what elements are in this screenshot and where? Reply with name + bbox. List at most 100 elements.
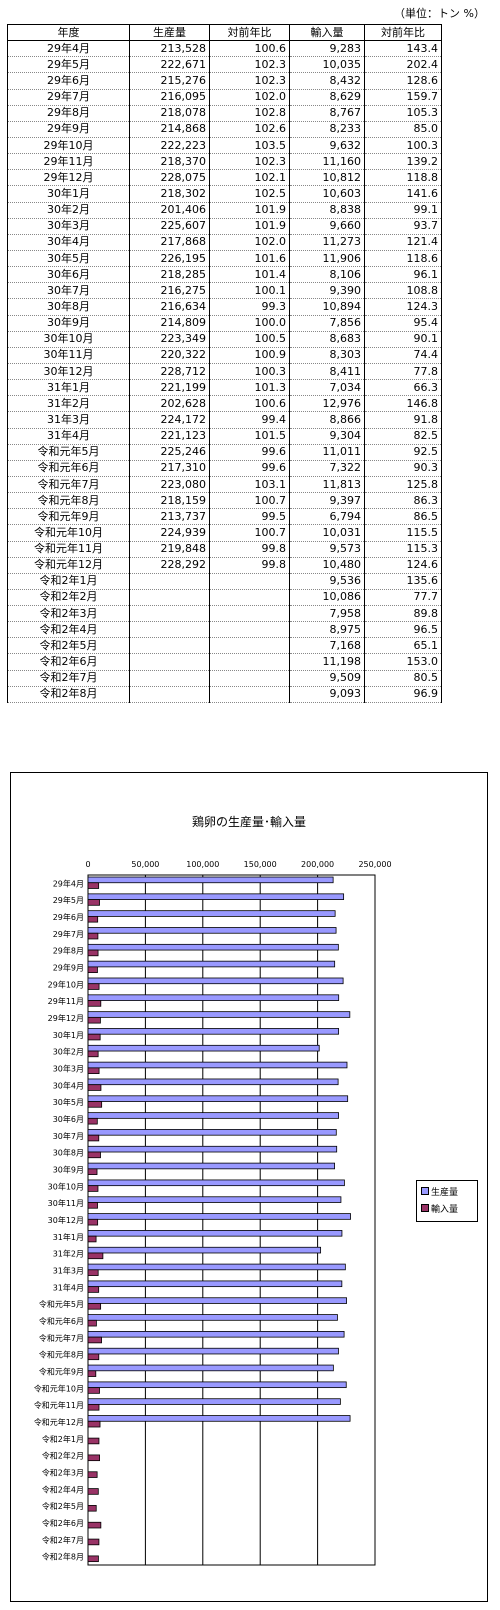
table-row: 30年3月 225,607 101.9 9,660 93.7 bbox=[7, 217, 442, 235]
cell-imports: 9,304 bbox=[289, 427, 365, 445]
cell-period: 令和2年8月 bbox=[7, 685, 130, 703]
cell-imports-yoy: 96.5 bbox=[364, 621, 442, 639]
cell-imports-yoy: 95.4 bbox=[364, 314, 442, 332]
bar-imports bbox=[87, 1521, 102, 1529]
bar-production bbox=[87, 1246, 322, 1254]
cell-production-yoy: 101.9 bbox=[209, 201, 290, 219]
cell-production-yoy: 100.1 bbox=[209, 282, 290, 300]
cell-production-yoy: 100.6 bbox=[209, 40, 290, 58]
cell-imports-yoy: 124.3 bbox=[364, 298, 442, 316]
x-tick-label: 250,000 bbox=[358, 860, 391, 869]
cell-production: 217,868 bbox=[129, 233, 210, 251]
cell-production: 228,075 bbox=[129, 169, 210, 187]
cell-imports-yoy: 85.0 bbox=[364, 120, 442, 138]
cell-imports-yoy: 90.1 bbox=[364, 330, 442, 348]
bar-imports bbox=[87, 1202, 98, 1209]
cell-imports: 9,660 bbox=[289, 217, 365, 235]
cell-production-yoy: 103.5 bbox=[209, 136, 290, 155]
cell-period: 令和元年8月 bbox=[7, 492, 130, 510]
cell-imports-yoy: 146.8 bbox=[364, 395, 442, 413]
y-tick-label: 30年4月 bbox=[53, 1080, 84, 1090]
table-row: 令和2年4月 8,975 96.5 bbox=[7, 621, 442, 639]
bar-production bbox=[87, 1213, 351, 1220]
cell-production-yoy: 102.5 bbox=[209, 185, 290, 203]
cell-imports-yoy: 82.5 bbox=[364, 427, 442, 445]
cell-period: 29年5月 bbox=[7, 56, 130, 74]
cell-production-yoy: 99.6 bbox=[209, 443, 290, 461]
cell-imports-yoy: 153.0 bbox=[364, 653, 442, 671]
cell-imports: 7,856 bbox=[289, 314, 365, 332]
legend-swatch-imports bbox=[421, 1204, 429, 1212]
table-row: 29年12月 228,075 102.1 10,812 118.8 bbox=[7, 169, 442, 187]
cell-period: 31年2月 bbox=[7, 395, 130, 413]
bar-imports bbox=[87, 1218, 99, 1226]
bar-imports bbox=[87, 1319, 97, 1327]
y-tick-label: 30年7月 bbox=[53, 1131, 84, 1141]
cell-production-yoy bbox=[209, 637, 290, 655]
bar-production bbox=[87, 1011, 351, 1018]
cell-period: 令和元年12月 bbox=[7, 556, 130, 574]
table-row: 令和元年11月 219,848 99.8 9,573 115.3 bbox=[7, 540, 442, 558]
cell-imports-yoy: 93.7 bbox=[364, 217, 442, 235]
cell-production: 218,078 bbox=[129, 104, 210, 122]
cell-production-yoy: 100.0 bbox=[209, 314, 290, 332]
table-row: 29年10月 222,223 103.5 9,632 100.3 bbox=[7, 136, 442, 155]
table-row: 29年9月 214,868 102.6 8,233 85.0 bbox=[7, 120, 442, 138]
table-row: 29年4月 213,528 100.6 9,283 143.4 bbox=[7, 40, 442, 58]
cell-imports: 10,812 bbox=[289, 169, 365, 187]
table-row: 30年5月 226,195 101.6 11,906 118.6 bbox=[7, 249, 442, 268]
y-tick-label: 29年5月 bbox=[53, 895, 84, 905]
cell-imports: 11,906 bbox=[289, 249, 365, 268]
bar-imports bbox=[87, 1101, 103, 1108]
bar-imports bbox=[87, 1117, 98, 1125]
cell-production-yoy: 99.3 bbox=[209, 298, 290, 316]
cell-imports: 9,573 bbox=[289, 540, 365, 558]
cell-period: 29年8月 bbox=[7, 104, 130, 122]
cell-production bbox=[129, 621, 210, 639]
cell-period: 31年4月 bbox=[7, 427, 130, 445]
y-tick-label: 令和2年7月 bbox=[42, 1535, 84, 1545]
x-tick-label: 50,000 bbox=[131, 860, 159, 869]
cell-imports-yoy: 66.3 bbox=[364, 379, 442, 397]
table-row: 令和2年1月 9,536 135.6 bbox=[7, 572, 442, 590]
cell-imports: 7,168 bbox=[289, 637, 365, 655]
bar-imports bbox=[87, 932, 99, 940]
cell-production: 217,310 bbox=[129, 459, 210, 477]
table-row: 31年1月 221,199 101.3 7,034 66.3 bbox=[7, 379, 442, 397]
bar-imports bbox=[87, 1370, 97, 1377]
header-period: 年度 bbox=[7, 23, 130, 42]
table-row: 令和元年9月 213,737 99.5 6,794 86.5 bbox=[7, 508, 442, 526]
y-tick-label: 令和元年6月 bbox=[39, 1316, 84, 1326]
bar-production bbox=[87, 1263, 346, 1271]
cell-imports-yoy: 91.8 bbox=[364, 411, 442, 429]
y-tick-label: 29年10月 bbox=[48, 979, 84, 989]
bar-imports bbox=[87, 1134, 100, 1142]
cell-imports: 8,233 bbox=[289, 120, 365, 138]
chart-title: 鶏卵の生産量･輸入量 bbox=[191, 815, 306, 829]
table-row: 令和2年3月 7,958 89.8 bbox=[7, 605, 442, 623]
cell-imports-yoy: 121.4 bbox=[364, 233, 442, 251]
cell-imports-yoy: 202.4 bbox=[364, 56, 442, 74]
cell-imports: 8,303 bbox=[289, 346, 365, 364]
bar-imports bbox=[87, 1488, 99, 1495]
cell-imports-yoy: 89.8 bbox=[364, 605, 442, 623]
cell-imports-yoy: 90.3 bbox=[364, 459, 442, 477]
cell-production-yoy: 99.4 bbox=[209, 411, 290, 429]
table-row: 令和2年6月 11,198 153.0 bbox=[7, 653, 442, 671]
y-tick-label: 令和元年5月 bbox=[39, 1299, 84, 1309]
cell-imports-yoy: 135.6 bbox=[364, 572, 442, 590]
bar-imports bbox=[87, 1555, 99, 1563]
bar-production bbox=[87, 876, 334, 884]
cell-period: 30年2月 bbox=[7, 201, 130, 219]
bar-production bbox=[87, 960, 336, 968]
table-row: 30年10月 223,349 100.5 8,683 90.1 bbox=[7, 330, 442, 348]
cell-production: 219,848 bbox=[129, 540, 210, 558]
bar-production bbox=[87, 1331, 345, 1338]
bar-imports bbox=[87, 1168, 98, 1175]
cell-production: 213,528 bbox=[129, 40, 210, 58]
bar-production bbox=[87, 1129, 337, 1136]
cell-period: 29年4月 bbox=[7, 40, 130, 58]
cell-imports-yoy: 118.6 bbox=[364, 249, 442, 268]
cell-imports: 10,480 bbox=[289, 556, 365, 574]
table-row: 令和元年10月 224,939 100.7 10,031 115.5 bbox=[7, 524, 442, 542]
